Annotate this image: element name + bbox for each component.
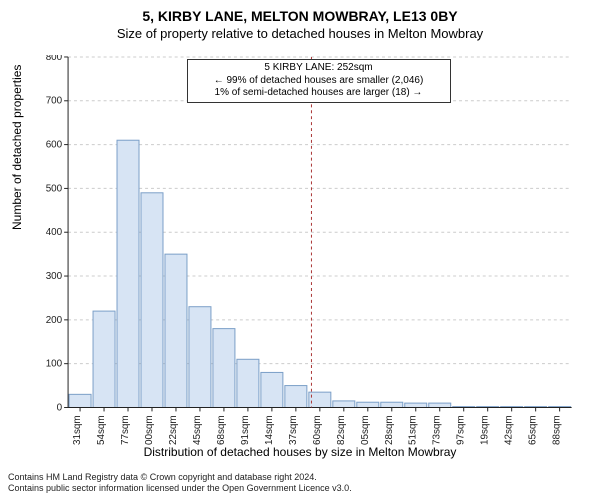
- svg-text:200: 200: [46, 315, 63, 326]
- svg-text:191sqm: 191sqm: [240, 415, 251, 445]
- svg-text:282sqm: 282sqm: [336, 415, 347, 445]
- x-axis-label: Distribution of detached houses by size …: [0, 445, 600, 459]
- svg-text:373sqm: 373sqm: [432, 415, 443, 445]
- svg-text:351sqm: 351sqm: [408, 415, 419, 445]
- svg-text:700: 700: [46, 96, 63, 107]
- svg-text:260sqm: 260sqm: [312, 415, 323, 445]
- footer-line-2: Contains public sector information licen…: [8, 483, 352, 494]
- svg-text:500: 500: [46, 183, 63, 194]
- svg-text:237sqm: 237sqm: [288, 415, 299, 445]
- svg-text:168sqm: 168sqm: [216, 415, 227, 445]
- svg-text:100sqm: 100sqm: [144, 415, 155, 445]
- page-subtitle: Size of property relative to detached ho…: [0, 26, 600, 41]
- page-title: 5, KIRBY LANE, MELTON MOWBRAY, LE13 0BY: [0, 0, 600, 24]
- svg-text:305sqm: 305sqm: [360, 415, 371, 445]
- svg-text:397sqm: 397sqm: [456, 415, 467, 445]
- svg-text:300: 300: [46, 271, 63, 282]
- histogram-plot: 010020030040050060070080031sqm54sqm77sqm…: [65, 55, 575, 410]
- annotation-box: 5 KIRBY LANE: 252sqm ← 99% of detached h…: [187, 59, 451, 103]
- svg-text:54sqm: 54sqm: [96, 415, 107, 445]
- svg-text:214sqm: 214sqm: [264, 415, 275, 445]
- footer-attribution: Contains HM Land Registry data © Crown c…: [8, 472, 352, 494]
- chart-svg: 0 100 200 300 400 500 600 700 800 31sqm 54sqm 77sqm…: [30, 55, 585, 445]
- footer-line-1: Contains HM Land Registry data © Crown c…: [8, 472, 352, 483]
- svg-text:0: 0: [57, 402, 63, 413]
- svg-text:400: 400: [46, 227, 63, 238]
- annotation-title: 5 KIRBY LANE: 252sqm: [194, 62, 444, 75]
- svg-text:419sqm: 419sqm: [480, 415, 491, 445]
- svg-text:122sqm: 122sqm: [168, 415, 179, 445]
- y-axis-label: Number of detached properties: [10, 65, 24, 230]
- svg-text:442sqm: 442sqm: [504, 415, 515, 445]
- annotation-line-larger: 1% of semi-detached houses are larger (1…: [194, 87, 444, 100]
- svg-text:31sqm: 31sqm: [72, 415, 83, 445]
- svg-text:100: 100: [46, 359, 63, 370]
- svg-text:145sqm: 145sqm: [192, 415, 203, 445]
- svg-text:600: 600: [46, 140, 63, 151]
- svg-text:800: 800: [46, 55, 63, 63]
- svg-text:328sqm: 328sqm: [384, 415, 395, 445]
- svg-text:465sqm: 465sqm: [528, 415, 539, 445]
- svg-text:77sqm: 77sqm: [120, 415, 131, 445]
- annotation-line-smaller: ← 99% of detached houses are smaller (2,…: [194, 75, 444, 88]
- svg-text:488sqm: 488sqm: [552, 415, 563, 445]
